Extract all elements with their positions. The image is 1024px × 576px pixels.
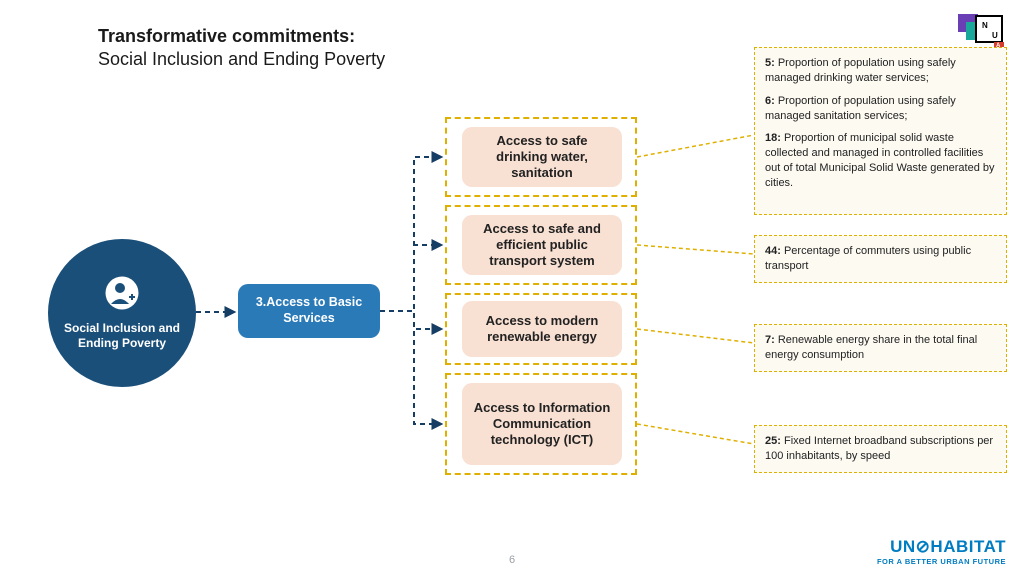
indicator-row: 5: Proportion of population using safely… — [765, 56, 996, 86]
indicator-number: 25: — [765, 435, 784, 447]
indicator-text: Proportion of municipal solid waste coll… — [765, 132, 995, 189]
svg-text:U: U — [992, 31, 998, 40]
page-number: 6 — [509, 554, 515, 566]
indicator-number: 18: — [765, 132, 784, 144]
indicator-number: 5: — [765, 57, 778, 69]
indicator-text: Fixed Internet broadband subscriptions p… — [765, 435, 993, 462]
indicator-row: 25: Fixed Internet broadband subscriptio… — [765, 434, 996, 464]
indicator-box: 25: Fixed Internet broadband subscriptio… — [754, 425, 1007, 473]
indicator-number: 44: — [765, 245, 784, 257]
brand-line1: UN⊘HABITAT — [877, 537, 1006, 557]
brand-line2: FOR A BETTER URBAN FUTURE — [877, 557, 1006, 566]
hub-label: 3.Access to Basic Services — [248, 295, 370, 326]
indicator-row: 6: Proportion of population using safely… — [765, 94, 996, 124]
indicator-text: Proportion of population using safely ma… — [765, 95, 956, 122]
svg-text:N: N — [982, 21, 988, 30]
access-node: Access to safe drinking water, sanitatio… — [462, 127, 622, 187]
indicator-row: 7: Renewable energy share in the total f… — [765, 333, 996, 363]
indicator-text: Percentage of commuters using public tra… — [765, 245, 971, 272]
title-line1: Transformative commitments: — [98, 26, 385, 47]
nua-logo: N U A — [958, 14, 1006, 50]
hub-node: 3.Access to Basic Services — [238, 284, 380, 338]
title-block: Transformative commitments: Social Inclu… — [98, 26, 385, 70]
indicator-text: Renewable energy share in the total fina… — [765, 334, 977, 361]
indicator-number: 7: — [765, 334, 778, 346]
indicator-row: 44: Percentage of commuters using public… — [765, 244, 996, 274]
root-node: Social Inclusion and Ending Poverty — [48, 239, 196, 387]
person-plus-icon — [105, 276, 139, 315]
indicator-box: 5: Proportion of population using safely… — [754, 47, 1007, 215]
title-line2: Social Inclusion and Ending Poverty — [98, 49, 385, 70]
indicator-row: 18: Proportion of municipal solid waste … — [765, 131, 996, 190]
access-node: Access to safe and efficient public tran… — [462, 215, 622, 275]
indicator-box: 7: Renewable energy share in the total f… — [754, 324, 1007, 372]
brand-footer: UN⊘HABITAT FOR A BETTER URBAN FUTURE — [877, 537, 1006, 566]
root-label: Social Inclusion and Ending Poverty — [48, 321, 196, 351]
access-node: Access to Information Communication tech… — [462, 383, 622, 465]
indicator-number: 6: — [765, 95, 778, 107]
access-node: Access to modern renewable energy — [462, 301, 622, 357]
indicator-box: 44: Percentage of commuters using public… — [754, 235, 1007, 283]
indicator-text: Proportion of population using safely ma… — [765, 57, 956, 84]
